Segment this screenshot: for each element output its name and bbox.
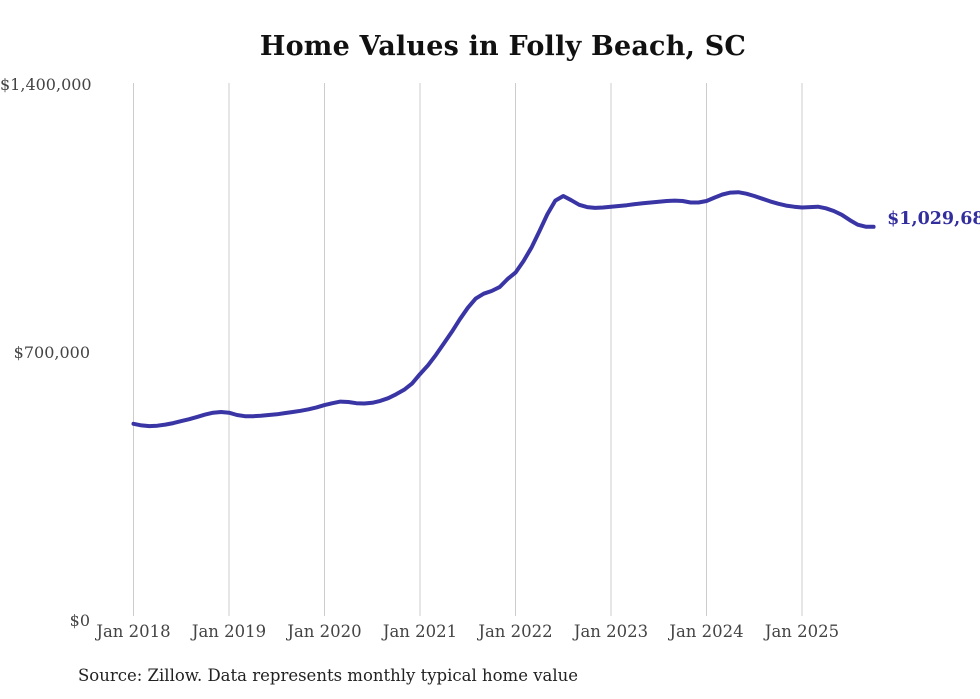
chart-title: Home Values in Folly Beach, SC (259, 31, 747, 62)
x-axis-label-jan-2020: Jan 2020 (287, 622, 362, 641)
home-value-line (131, 190, 876, 429)
x-axis-label-jan-2018: Jan 2018 (96, 622, 171, 641)
x-axis-label-jan-2022: Jan 2022 (478, 622, 553, 641)
x-axis-label-jan-2023: Jan 2023 (573, 622, 649, 641)
y-axis-label-700000: $700,000 (13, 343, 90, 362)
source-note: Source: Zillow. Data represents monthly … (78, 666, 579, 685)
x-axis-label-jan-2024: Jan 2024 (669, 622, 744, 641)
y-axis-label-1400000: $1,400,000 (0, 75, 92, 94)
vertical-gridlines (133, 83, 803, 616)
x-axis-label-jan-2021: Jan 2021 (382, 622, 458, 641)
latest-value-label: $1,029,682 (887, 209, 980, 230)
y-axis-label-0: $0 (69, 611, 90, 630)
x-axis-label-jan-2019: Jan 2019 (191, 622, 267, 641)
x-axis-label-jan-2025: Jan 2025 (764, 622, 840, 641)
